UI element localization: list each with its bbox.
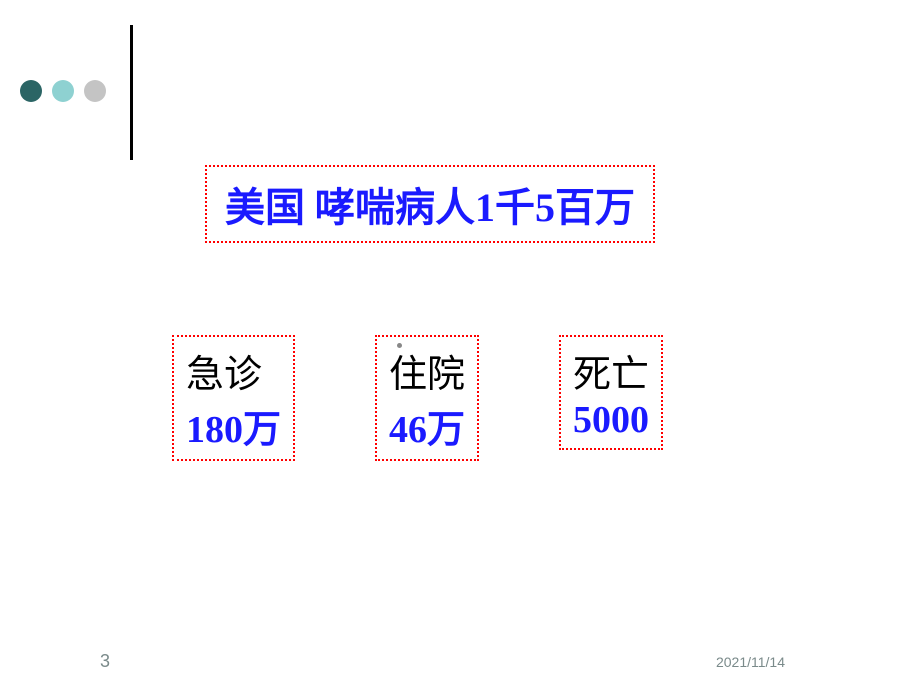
stats-row: 急诊 180万 住院 46万 死亡 5000 xyxy=(172,335,663,461)
stat-value: 46万 xyxy=(389,398,465,453)
vertical-divider xyxy=(130,25,133,160)
stat-value: 5000 xyxy=(573,398,649,442)
main-title-text: 美国 哮喘病人1千5百万 xyxy=(225,185,635,230)
dot-1 xyxy=(20,80,42,102)
footer-date: 2021/11/14 xyxy=(716,654,785,670)
dot-2 xyxy=(52,80,74,102)
stat-label: 急诊 xyxy=(186,343,281,398)
stat-label: 住院 xyxy=(389,343,465,398)
stat-value: 180万 xyxy=(186,398,281,453)
main-title-box: 美国 哮喘病人1千5百万 xyxy=(205,165,655,243)
dot-3 xyxy=(84,80,106,102)
stat-box-emergency: 急诊 180万 xyxy=(172,335,295,461)
stat-label: 死亡 xyxy=(573,343,649,398)
stat-box-death: 死亡 5000 xyxy=(559,335,663,450)
decoration-dots xyxy=(20,80,106,102)
page-number: 3 xyxy=(100,651,110,672)
stat-box-hospital: 住院 46万 xyxy=(375,335,479,461)
